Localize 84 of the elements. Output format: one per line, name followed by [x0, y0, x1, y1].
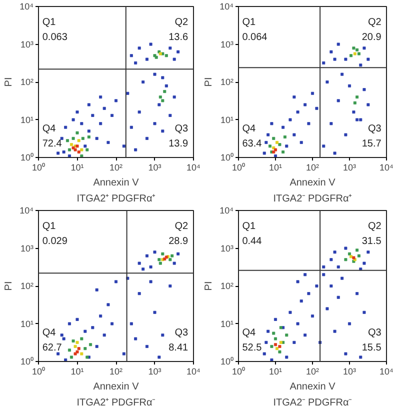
- annotation: 63.4: [242, 138, 262, 150]
- y-axis-title: PI: [204, 281, 215, 291]
- y-tick-label: 10⁰: [20, 356, 34, 366]
- y-tick-label: 10¹: [20, 114, 34, 125]
- annotation: Q3: [368, 123, 382, 134]
- y-tick-label: 10⁰: [220, 152, 234, 162]
- y-axis-title: PI: [4, 77, 15, 87]
- annotation: Q1: [42, 16, 56, 28]
- annotation: 0.029: [42, 236, 68, 248]
- annotation: Q4: [42, 327, 56, 338]
- annotation: Q1: [242, 220, 256, 232]
- y-tick-label: 10³: [220, 243, 234, 254]
- y-tick-label: 10⁰: [220, 356, 234, 366]
- x-tick-label: 10⁴: [380, 162, 394, 172]
- text: ITGA2⁺ PDGFRα⁺: [76, 194, 156, 204]
- annotation: 31.5: [362, 236, 382, 248]
- x-tick-label: 10⁰: [232, 366, 246, 376]
- y-tick-label: 10⁰: [20, 152, 34, 162]
- annotation: Q2: [368, 220, 382, 232]
- annotation: Q4: [242, 327, 256, 338]
- x-tick-label: 10³: [342, 366, 356, 376]
- x-tick-label: 10¹: [70, 162, 84, 172]
- y-tick-label: 10²: [220, 77, 234, 87]
- x-axis-title: Annexin V: [93, 178, 140, 188]
- x-tick-label: 10²: [109, 366, 123, 376]
- annotation: 13.6: [168, 32, 189, 44]
- annotation: Q2: [174, 220, 189, 232]
- annotation: 13.9: [168, 138, 189, 150]
- text: ITGA2⁻ PDGFRα⁻: [273, 398, 353, 408]
- annotation: Q3: [368, 327, 382, 338]
- annotation: Q1: [242, 16, 256, 28]
- text: ITGA2⁺ PDGFRα⁻: [76, 398, 156, 408]
- y-tick-label: 10⁴: [20, 2, 34, 12]
- annotation: Q2: [368, 16, 382, 28]
- annotation: 0.064: [242, 32, 268, 44]
- annotation: 0.063: [42, 32, 68, 44]
- x-tick-label: 10⁴: [186, 366, 201, 376]
- annotation: Q4: [242, 123, 256, 134]
- annotation: 20.9: [362, 32, 382, 44]
- x-tick-label: 10³: [148, 162, 162, 172]
- annotation: Q2: [174, 16, 189, 28]
- y-axis-title: PI: [4, 281, 15, 291]
- x-tick-label: 10⁴: [380, 366, 394, 376]
- x-axis-title: Annexin V: [290, 178, 336, 188]
- y-tick-label: 10²: [220, 281, 234, 291]
- annotation: 0.44: [242, 236, 262, 248]
- annotation: Q3: [174, 327, 189, 338]
- annotation: 62.7: [42, 342, 62, 354]
- x-tick-label: 10²: [306, 162, 320, 172]
- y-tick-label: 10¹: [220, 114, 234, 125]
- annotation: Q1: [42, 220, 56, 232]
- y-axis-title: PI: [204, 77, 215, 87]
- y-tick-label: 10¹: [20, 318, 34, 329]
- annotation: 52.5: [242, 342, 262, 354]
- annotation: Q3: [174, 123, 189, 134]
- x-tick-label: 10¹: [70, 366, 84, 376]
- x-tick-label: 10⁰: [32, 162, 46, 172]
- x-tick-label: 10³: [342, 162, 356, 172]
- annotation: 28.9: [168, 236, 189, 248]
- y-tick-label: 10³: [20, 39, 34, 50]
- x-tick-label: 10³: [148, 366, 162, 376]
- annotation: 15.7: [362, 138, 382, 150]
- annotation: 72.4: [42, 138, 62, 150]
- x-tick-label: 10⁰: [232, 162, 246, 172]
- y-tick-label: 10⁴: [220, 2, 234, 12]
- x-tick-label: 10⁰: [32, 366, 46, 376]
- y-tick-label: 10²: [20, 281, 34, 291]
- x-axis-title: Annexin V: [290, 382, 336, 392]
- x-tick-label: 10²: [306, 366, 320, 376]
- annotation: 8.41: [168, 342, 189, 354]
- x-tick-label: 10¹: [268, 366, 282, 376]
- annotation: Q4: [42, 123, 56, 134]
- y-tick-label: 10²: [20, 77, 34, 87]
- y-tick-label: 10⁴: [220, 206, 234, 216]
- text: ITGA2⁻ PDGFRα⁺: [273, 194, 353, 204]
- y-tick-label: 10⁴: [20, 206, 34, 216]
- x-axis-title: Annexin V: [93, 382, 140, 392]
- y-tick-label: 10³: [20, 243, 34, 254]
- x-tick-label: 10¹: [268, 162, 282, 172]
- x-tick-label: 10²: [109, 162, 123, 172]
- annotation: 15.5: [362, 342, 382, 354]
- y-tick-label: 10¹: [220, 318, 234, 329]
- x-tick-label: 10⁴: [186, 162, 201, 172]
- y-tick-label: 10³: [220, 39, 234, 50]
